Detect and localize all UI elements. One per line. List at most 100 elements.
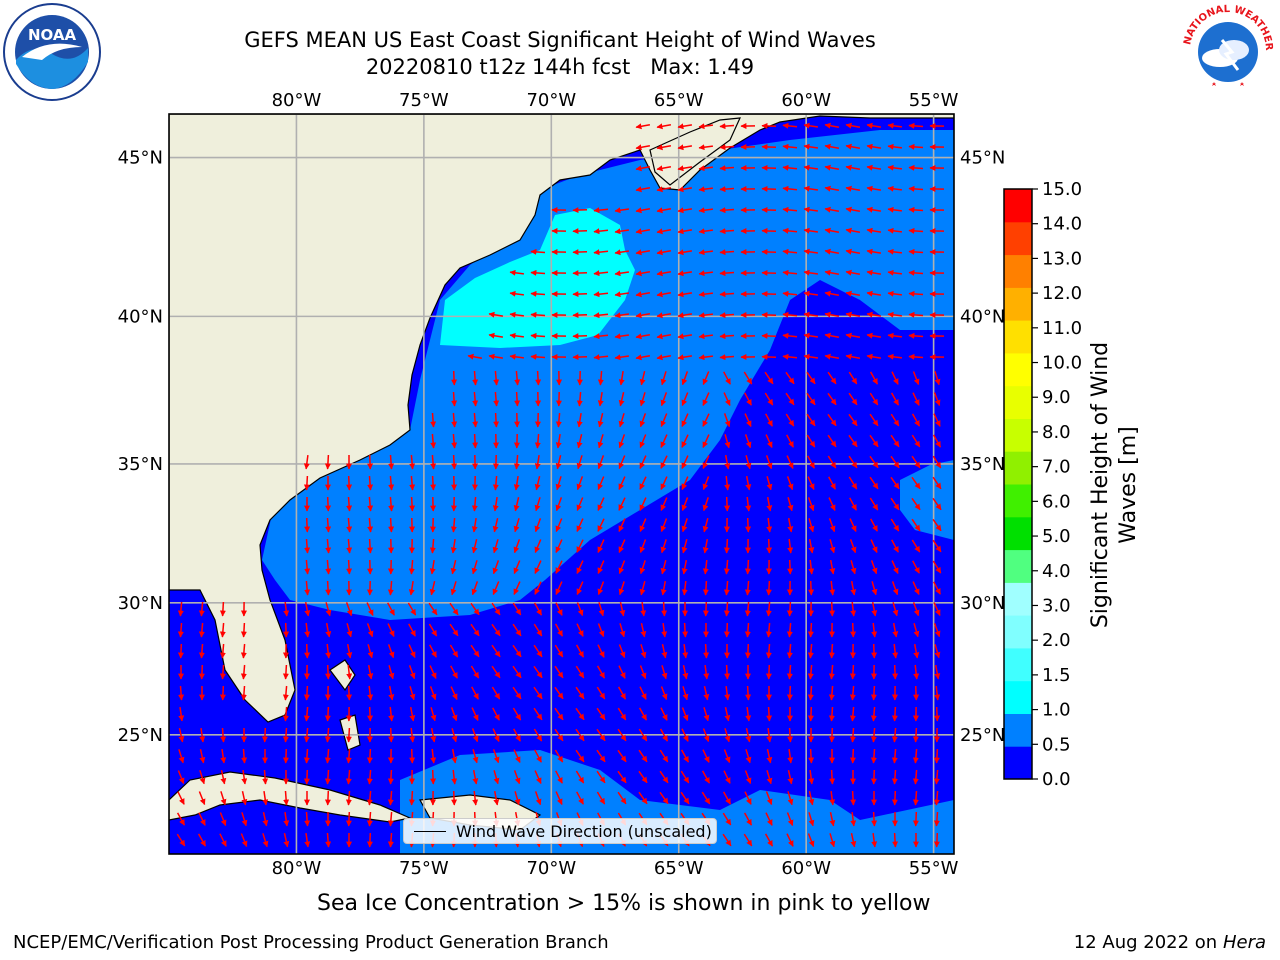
wave-arrow-688 <box>219 685 226 701</box>
colorbar-segment-11 <box>1004 385 1032 419</box>
wave-arrow-401 <box>597 497 605 511</box>
wave-arrow-833 <box>262 769 269 785</box>
wave-arrow-868 <box>220 791 227 806</box>
wave-arrow-369 <box>576 476 584 491</box>
wave-arrow-328 <box>367 454 374 470</box>
wave-arrow-728 <box>388 706 395 722</box>
wave-arrow-581 <box>240 622 247 638</box>
wave-arrow-22 <box>782 143 798 150</box>
wave-arrow-662 <box>450 665 458 679</box>
wave-arrow-582 <box>283 622 290 638</box>
wave-arrow-429 <box>534 518 542 533</box>
wave-arrow-563 <box>640 602 647 617</box>
wave-arrow-485 <box>408 559 415 575</box>
lat-tick-right-2: 35°N <box>960 454 1005 475</box>
wave-arrow-646 <box>871 643 878 659</box>
wave-arrow-313 <box>702 434 710 448</box>
wave-arrow-903 <box>176 812 186 826</box>
wave-arrow-896 <box>808 791 815 806</box>
wave-arrow-885 <box>576 791 584 805</box>
wave-arrow-495 <box>618 560 626 575</box>
colorbar-tick-label-1: 0.5 <box>1042 734 1071 755</box>
wave-arrow-755 <box>178 728 185 743</box>
wave-arrow-160 <box>488 311 504 318</box>
wave-arrow-944 <box>262 833 269 848</box>
wave-arrow-741 <box>660 707 668 721</box>
wave-arrow-461 <box>555 539 563 553</box>
wave-arrow-804 <box>430 748 437 764</box>
wave-arrow-292 <box>785 413 795 427</box>
colorbar-segment-8 <box>1004 484 1032 518</box>
wave-arrow-343 <box>681 455 689 469</box>
wave-arrow-575 <box>892 602 899 617</box>
wave-arrow-629 <box>512 644 522 658</box>
wave-arrow-124 <box>635 270 651 277</box>
wave-arrow-707 <box>639 686 647 700</box>
wave-arrow-73 <box>824 206 840 213</box>
wave-arrow-891 <box>701 791 711 805</box>
lat-tick-left-0: 25°N <box>118 725 163 746</box>
wave-arrow-469 <box>723 538 730 554</box>
wave-arrow-763 <box>345 727 352 743</box>
wave-arrow-38 <box>803 164 819 171</box>
wave-arrow-266 <box>764 392 774 406</box>
wave-arrow-354 <box>911 455 921 469</box>
wave-arrow-476 <box>870 539 878 553</box>
wave-arrow-54 <box>824 185 840 192</box>
wave-arrow-754 <box>934 706 941 722</box>
wave-arrow-841 <box>430 769 437 785</box>
wave-arrow-675 <box>724 664 731 680</box>
wave-arrow-143 <box>593 291 609 298</box>
wave-arrow-864 <box>912 769 919 785</box>
wave-arrow-30 <box>635 165 651 172</box>
wave-arrow-436 <box>681 518 688 533</box>
wave-arrow-566 <box>702 601 709 617</box>
wave-arrow-32 <box>677 165 693 172</box>
wave-arrow-6 <box>761 122 777 129</box>
wave-arrow-114 <box>866 248 882 255</box>
wave-arrow-307 <box>576 434 583 449</box>
wave-arrow-481 <box>325 559 332 575</box>
wave-arrow-512 <box>325 580 332 596</box>
wave-arrow-271 <box>869 392 879 406</box>
wave-arrow-705 <box>596 686 606 700</box>
wave-arrow-340 <box>618 455 626 470</box>
wave-arrow-700 <box>491 686 501 700</box>
ocean-mid-region <box>262 130 954 620</box>
wave-arrow-107 <box>719 249 735 256</box>
noaa-logo-icon: NOAA <box>3 3 101 101</box>
lon-tick-top-1: 75°W <box>399 90 449 111</box>
wave-arrow-573 <box>850 601 857 617</box>
nws-logo-icon: NATIONAL WEATHER SERVICE <box>1176 0 1275 97</box>
wave-arrow-859 <box>808 770 815 785</box>
wave-arrow-93 <box>845 227 861 234</box>
wave-arrow-876 <box>387 790 394 806</box>
wave-arrow-973 <box>871 833 878 848</box>
wave-arrow-576 <box>912 602 920 617</box>
wave-arrow-367 <box>534 476 541 491</box>
wave-arrow-734 <box>512 707 522 721</box>
wave-arrow-365 <box>492 475 499 491</box>
wave-arrow-668 <box>575 665 585 679</box>
wave-arrow-52 <box>782 185 798 192</box>
wave-arrow-743 <box>703 707 710 722</box>
wave-arrow-620 <box>325 643 332 659</box>
wave-arrow-358 <box>346 475 353 491</box>
wave-arrow-74 <box>845 206 861 213</box>
wave-arrow-7 <box>782 122 798 129</box>
wave-arrow-15 <box>635 144 651 151</box>
wave-arrow-58 <box>908 185 924 192</box>
wave-arrow-511 <box>304 580 311 596</box>
wave-arrow-330 <box>409 454 416 470</box>
wave-arrow-609 <box>850 622 857 638</box>
wave-arrow-661 <box>429 665 437 679</box>
wave-arrow-819 <box>745 749 752 764</box>
wave-arrow-522 <box>534 581 542 595</box>
wave-arrow-339 <box>597 455 605 470</box>
wave-arrow-287 <box>681 413 689 427</box>
wave-arrow-465 <box>639 539 647 554</box>
wave-arrow-518 <box>450 581 457 596</box>
wave-arrow-27 <box>887 143 902 150</box>
wave-arrow-251 <box>451 391 458 407</box>
wave-arrow-180 <box>908 311 924 318</box>
